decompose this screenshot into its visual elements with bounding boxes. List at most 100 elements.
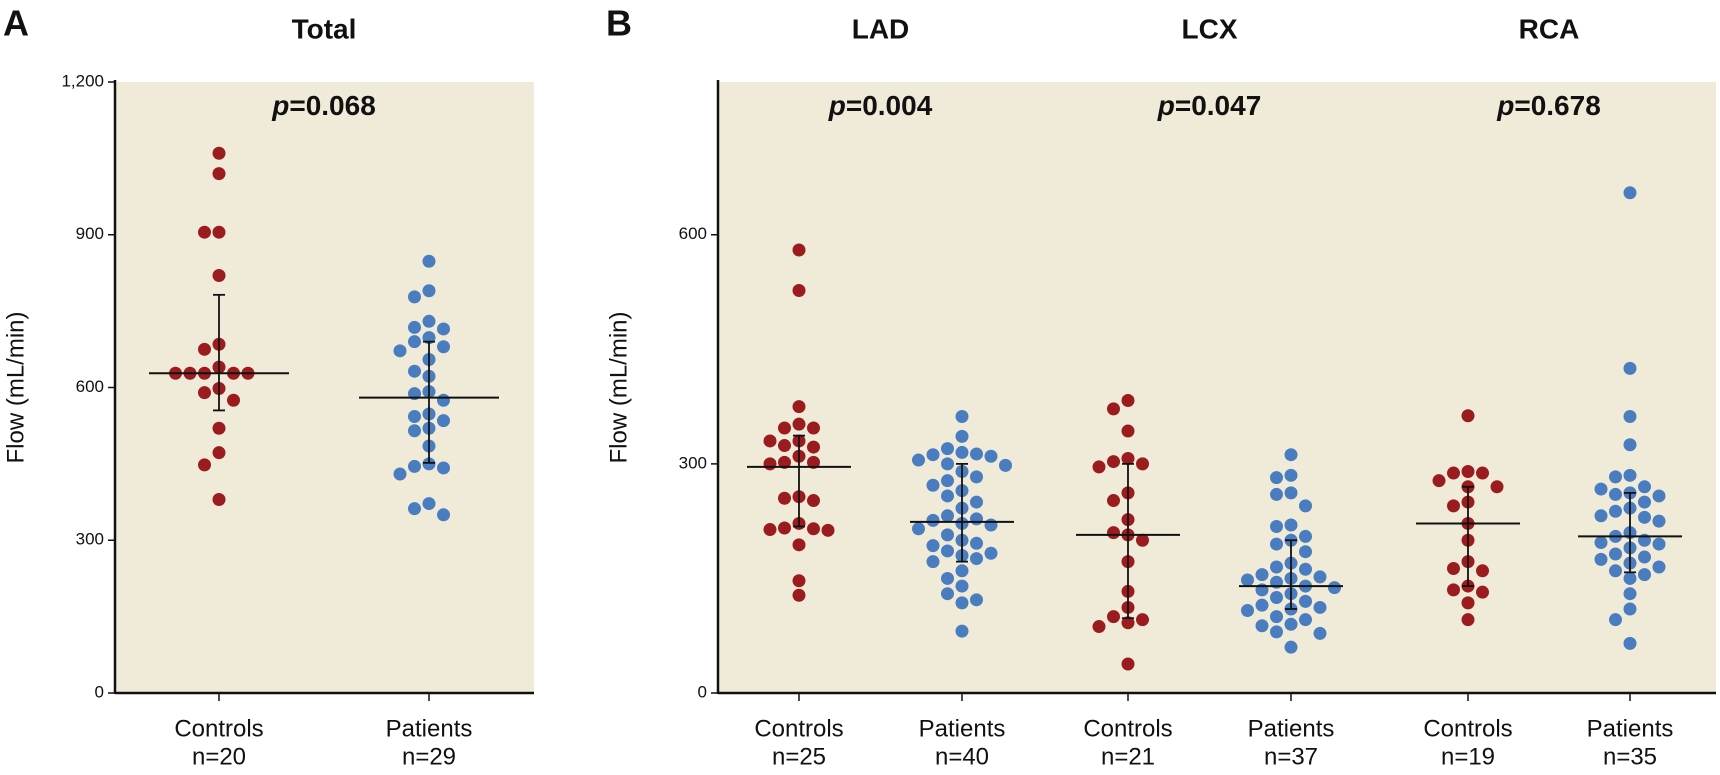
y-tick-label: 1,200 (61, 71, 104, 90)
dot (807, 455, 820, 469)
dot (212, 167, 226, 181)
dot (970, 495, 983, 509)
plot-background (718, 82, 1716, 693)
dot (792, 284, 806, 298)
dot (926, 555, 940, 569)
dot (1461, 409, 1475, 423)
dot (1121, 616, 1135, 630)
dot (1476, 585, 1489, 599)
dot (408, 364, 421, 378)
dot (1284, 486, 1298, 500)
dot (1270, 520, 1283, 534)
dot (437, 393, 450, 407)
x-tick-label: Controls (1423, 715, 1512, 742)
x-tick-label: Patients (386, 715, 473, 742)
dot (212, 446, 226, 460)
dot (1476, 466, 1489, 480)
dot (1270, 591, 1283, 605)
dot (1136, 457, 1149, 471)
dot (970, 593, 983, 607)
dot (422, 254, 436, 268)
dot (1638, 550, 1651, 564)
n-label: n=40 (935, 743, 989, 770)
dot (955, 579, 969, 593)
dot (807, 494, 820, 508)
dot (778, 455, 791, 469)
dot (1284, 448, 1298, 462)
dot (1299, 499, 1312, 513)
dot (1447, 499, 1460, 513)
dot (792, 538, 806, 552)
dot (1299, 562, 1312, 576)
dot (1447, 562, 1460, 576)
dot (1107, 494, 1120, 508)
dot (941, 442, 954, 456)
dot (778, 421, 791, 435)
dot (1255, 568, 1269, 582)
p-value: p=0.068 (271, 90, 376, 121)
dot (408, 290, 421, 304)
dot (941, 489, 954, 503)
dot (1136, 613, 1149, 627)
dot (1299, 613, 1312, 627)
dot (437, 414, 450, 428)
dot (422, 497, 436, 511)
n-label: n=35 (1603, 743, 1657, 770)
subplot-title: LAD (852, 13, 910, 44)
dot (1270, 625, 1283, 639)
dot (941, 587, 954, 601)
dot (926, 478, 940, 492)
dot (1284, 468, 1298, 482)
dot (1107, 610, 1120, 624)
dot (1255, 598, 1269, 612)
dot (1638, 510, 1651, 524)
dot (1121, 424, 1135, 438)
n-label: n=19 (1441, 743, 1495, 770)
dot (941, 457, 954, 471)
y-axis-label: Flow (mL/min) (605, 311, 632, 463)
dot (198, 225, 211, 239)
dot (955, 624, 969, 638)
dot (1255, 619, 1269, 633)
dot (212, 225, 226, 239)
dot (1092, 460, 1106, 474)
dot (1241, 573, 1254, 587)
dot (1652, 514, 1666, 528)
dot (212, 421, 226, 435)
dot (1652, 489, 1666, 503)
dot (1299, 529, 1312, 543)
p-symbol: p (1496, 90, 1514, 121)
dot (1284, 640, 1298, 654)
dot (1609, 613, 1622, 627)
p-symbol: p (1157, 90, 1175, 121)
dot (941, 528, 954, 542)
p-symbol: p (828, 90, 846, 121)
dot (1638, 568, 1651, 582)
dot (212, 493, 226, 507)
dot (984, 449, 998, 463)
dot (807, 421, 820, 435)
dot (393, 344, 407, 358)
dot (1623, 468, 1637, 482)
x-tick-label: Patients (1587, 715, 1674, 742)
dot (1652, 560, 1666, 574)
dot (212, 146, 226, 160)
dot (970, 552, 983, 566)
dot (1447, 466, 1460, 480)
y-tick-label: 0 (698, 682, 707, 701)
dot (984, 518, 998, 532)
dot (1107, 526, 1120, 540)
n-label: n=25 (772, 743, 826, 770)
n-label: n=20 (192, 743, 246, 770)
dot (941, 571, 954, 585)
dot (763, 523, 777, 537)
dot (1092, 620, 1106, 634)
subplot-title: Total (292, 13, 357, 44)
dot (1461, 613, 1475, 627)
dot (198, 458, 211, 472)
dot (941, 509, 954, 523)
dot (1461, 596, 1475, 610)
dot (408, 320, 421, 334)
dot (1270, 537, 1283, 551)
